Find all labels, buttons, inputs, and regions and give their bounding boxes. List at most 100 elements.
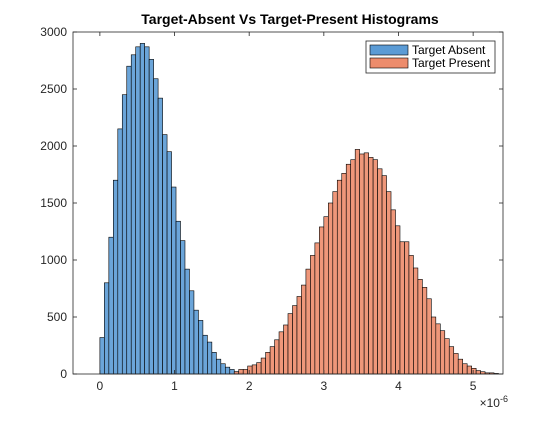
histogram-bar	[283, 324, 289, 375]
histogram-bar	[198, 320, 204, 375]
y-tick-label: 1500	[40, 196, 67, 210]
y-tick-label: 1000	[40, 253, 67, 267]
x-tick-label: 5	[470, 379, 477, 393]
histogram-bar	[413, 267, 419, 375]
histogram-bar	[457, 358, 463, 375]
histogram-bar	[466, 365, 472, 375]
histogram-bar	[323, 216, 329, 375]
series-target-present	[233, 149, 499, 375]
histogram-bar	[305, 268, 311, 375]
histogram-bar	[341, 173, 347, 375]
histogram-bar	[319, 226, 325, 375]
histogram-bar	[157, 97, 163, 375]
histogram-bar	[224, 366, 231, 375]
histogram-bar	[211, 352, 217, 375]
y-tick-label: 2000	[40, 139, 67, 153]
histogram-bar	[336, 179, 343, 375]
axes-layer: 0 1 2 3 4 5 0 500 1000 1500 2000 2500 3000 ×10-6	[40, 25, 508, 410]
histogram-bar	[328, 202, 334, 375]
series-target-absent	[99, 43, 244, 375]
histogram-bar	[220, 363, 226, 375]
histogram-bar	[301, 284, 307, 375]
histogram-bar	[417, 279, 423, 375]
y-tick-label: 3000	[40, 25, 67, 39]
histogram-bar	[390, 209, 396, 375]
histogram-bar	[148, 59, 154, 375]
histogram-bar	[386, 191, 392, 375]
histogram-bar	[426, 298, 432, 375]
histogram-bar	[453, 353, 459, 375]
y-tick-label: 0	[60, 367, 67, 381]
x-tick-label: 2	[246, 379, 253, 393]
x-axis-exponent-label: ×10-6	[480, 394, 508, 410]
histogram-bar	[310, 255, 316, 375]
histogram-bar	[381, 175, 387, 375]
histogram-bar	[354, 149, 360, 375]
x-tick-label: 1	[171, 379, 178, 393]
histogram-bar	[180, 240, 186, 375]
histogram-bar	[368, 157, 374, 375]
histogram-bar	[435, 323, 441, 375]
histogram-bar	[130, 54, 137, 375]
histogram-bar	[332, 191, 338, 375]
histogram-bar	[471, 367, 477, 375]
histogram-bar	[247, 365, 253, 375]
histogram-bar	[278, 331, 284, 375]
histogram-bar	[260, 357, 266, 375]
histogram-bar	[439, 330, 446, 375]
histogram-bar	[350, 159, 356, 375]
histogram-bar	[274, 339, 280, 375]
histogram-bar	[395, 225, 401, 375]
histogram-bar	[117, 128, 123, 375]
legend-swatch	[369, 44, 409, 56]
histogram-bar	[444, 338, 450, 375]
histogram-bar	[238, 369, 244, 375]
histogram-bar	[422, 287, 428, 375]
histogram-bar	[126, 65, 132, 375]
histogram-bar	[256, 362, 262, 375]
histogram-bar	[99, 337, 105, 375]
histogram-bar	[104, 282, 110, 375]
y-tick-label: 2500	[40, 82, 67, 96]
histogram-bar	[139, 43, 145, 375]
histogram-bar	[296, 296, 302, 375]
histogram-bar	[269, 346, 275, 375]
histogram-bar	[166, 151, 172, 375]
histogram-bar	[265, 352, 271, 375]
histogram-bar	[404, 241, 410, 375]
histogram-bar	[431, 316, 437, 375]
histogram-bar	[113, 179, 119, 375]
histogram-bar	[184, 268, 190, 375]
bars-layer	[99, 43, 499, 375]
histogram-bar	[475, 370, 481, 375]
histogram-bar	[171, 186, 177, 375]
legend-label: Target Absent	[412, 43, 486, 57]
histogram-bar	[408, 255, 414, 375]
histogram-bar	[292, 305, 298, 375]
histogram-bar	[462, 363, 468, 375]
histogram-bar	[162, 134, 168, 375]
y-tick-label: 500	[47, 310, 67, 324]
legend-label: Target Present	[412, 56, 491, 70]
histogram-bar	[121, 94, 128, 375]
histogram-bar	[448, 346, 455, 375]
histogram-bar	[144, 46, 150, 375]
legend-swatch	[369, 57, 409, 69]
histogram-bar	[287, 313, 293, 375]
x-tick-label: 4	[395, 379, 402, 393]
x-tick-label: 0	[97, 379, 104, 393]
histogram-bar	[135, 46, 141, 375]
histogram-bar	[207, 341, 213, 375]
histogram-bar	[153, 78, 159, 375]
histogram-bar	[216, 358, 222, 375]
histogram-bar	[189, 290, 195, 375]
histogram-bar	[359, 153, 365, 375]
histogram-bar	[363, 152, 369, 375]
histogram-bar	[108, 236, 114, 375]
histogram-bar	[175, 220, 181, 375]
histogram-bar	[242, 369, 248, 375]
histogram-bar	[229, 369, 235, 375]
